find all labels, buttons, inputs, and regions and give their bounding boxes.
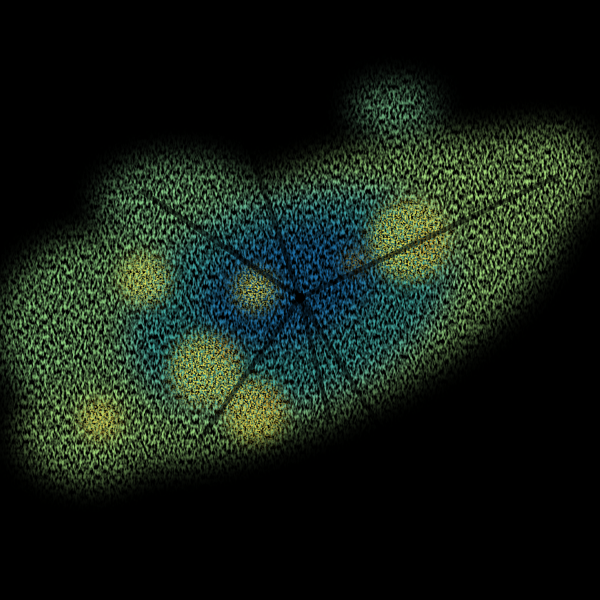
blocked-ray [197, 296, 303, 442]
outer-echo [355, 85, 435, 135]
strong-echo [80, 200, 450, 440]
strong-cell [235, 270, 275, 310]
blocked-ray [298, 172, 562, 301]
blocked-ray [237, 119, 303, 299]
strong-cell [80, 400, 120, 440]
intense-cell [215, 340, 235, 360]
strong-cell [120, 255, 170, 305]
blocked-ray [297, 296, 403, 462]
strong-cell [370, 200, 450, 280]
blocked-ray [297, 297, 333, 421]
intense-cell [260, 392, 280, 412]
beam-blockage [138, 119, 562, 462]
blocked-ray [138, 187, 302, 301]
core-echo [198, 219, 382, 351]
radar-site [295, 293, 305, 303]
intense-cell [346, 253, 364, 271]
